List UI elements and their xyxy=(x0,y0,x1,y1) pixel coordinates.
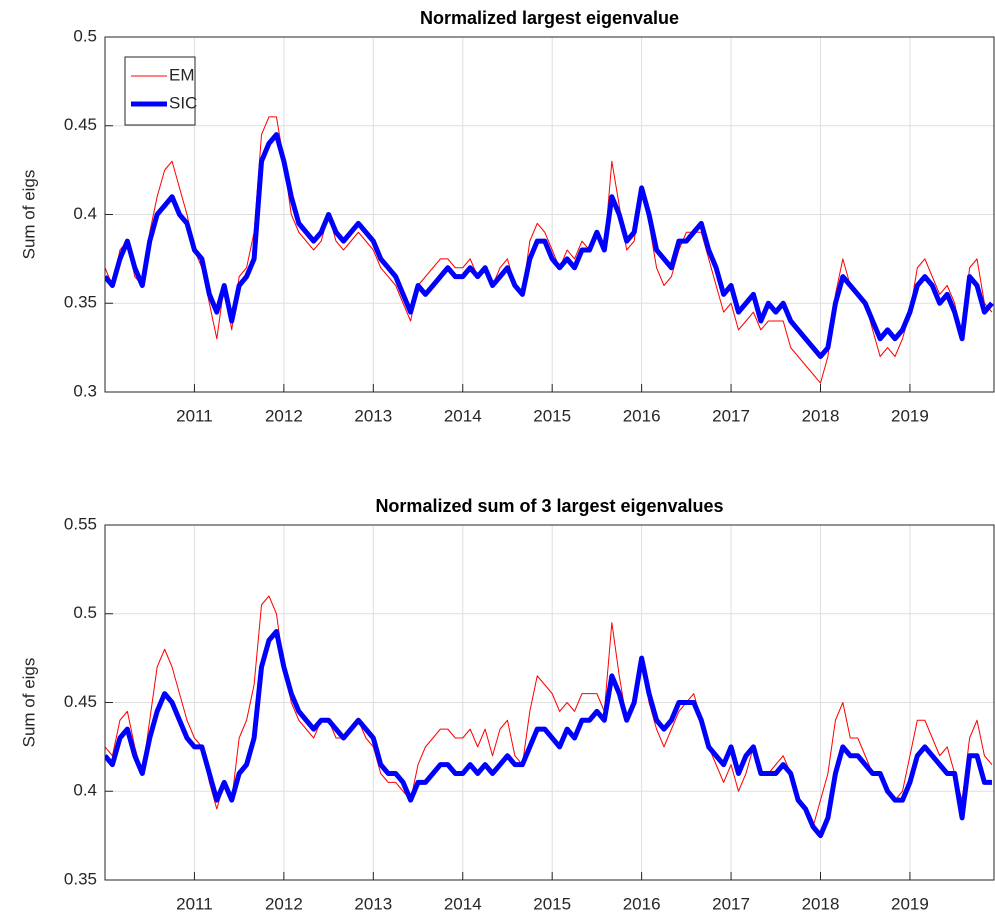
y-tick-label: 0.4 xyxy=(73,204,97,223)
subplot: 0.35 0.4 0.45 0.5 0.55 2011 2012 2013 2014 2015 20… xyxy=(19,496,995,913)
x-tick-label: 2014 xyxy=(444,894,482,913)
legend-label: EM xyxy=(169,65,195,84)
x-tick-label: 2019 xyxy=(891,406,929,425)
data-line xyxy=(105,132,994,359)
x-tick-label: 2015 xyxy=(533,894,571,913)
x-tick-label: 2018 xyxy=(802,894,840,913)
x-tick-label: 2014 xyxy=(444,406,482,425)
data-line xyxy=(105,116,993,384)
x-tick-label: 2012 xyxy=(265,406,303,425)
x-tick-label: 2013 xyxy=(354,406,392,425)
y-tick-label: 0.5 xyxy=(73,26,97,45)
x-tick-label: 2012 xyxy=(265,894,303,913)
x-tick-label: 2018 xyxy=(802,406,840,425)
legend: EM SIC xyxy=(124,56,197,126)
y-axis-label: Sum of eigs xyxy=(19,170,38,260)
series-group xyxy=(105,595,993,839)
x-tick-label: 2016 xyxy=(623,894,661,913)
legend-box xyxy=(124,56,196,126)
y-tick-label: 0.5 xyxy=(73,603,97,622)
x-tick-label: 2015 xyxy=(533,406,571,425)
x-tick-label: 2011 xyxy=(176,406,213,425)
series-group xyxy=(105,116,994,384)
axes-box xyxy=(104,524,995,881)
x-tick-label: 2016 xyxy=(623,406,661,425)
x-tick-label: 2011 xyxy=(176,894,213,913)
legend-label: SIC xyxy=(169,93,197,112)
y-tick-label: 0.4 xyxy=(73,781,97,800)
y-tick-label: 0.45 xyxy=(64,115,97,134)
x-tick-label: 2017 xyxy=(712,894,750,913)
subplot: 0.3 0.35 0.4 0.45 0.5 2011 2012 2013 2014 2015 201… xyxy=(19,8,995,425)
x-tick-label: 2017 xyxy=(712,406,750,425)
y-axis-label: Sum of eigs xyxy=(19,658,38,748)
y-tick-label: 0.45 xyxy=(64,692,97,711)
chart-title: Normalized sum of 3 largest eigenvalues xyxy=(375,496,723,516)
x-tick-label: 2019 xyxy=(891,894,929,913)
axes-box xyxy=(104,36,995,393)
y-tick-label: 0.3 xyxy=(73,381,97,400)
y-tick-label: 0.35 xyxy=(64,293,97,312)
y-tick-label: 0.55 xyxy=(64,514,97,533)
data-line xyxy=(105,595,993,828)
data-line xyxy=(105,629,992,839)
x-tick-label: 2013 xyxy=(354,894,392,913)
chart-title: Normalized largest eigenvalue xyxy=(420,8,679,28)
y-tick-label: 0.35 xyxy=(64,869,97,888)
